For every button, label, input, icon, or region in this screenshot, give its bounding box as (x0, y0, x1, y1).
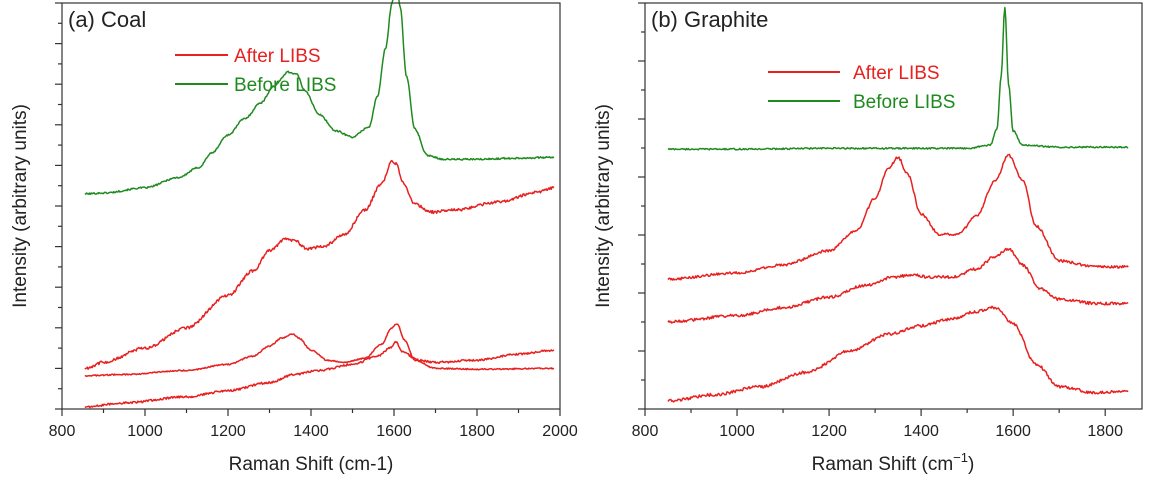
coal-x-tick-label-2000: 2000 (542, 423, 578, 440)
coal-x-tick-label-1800: 1800 (459, 423, 495, 440)
graphite-series-line-1 (667, 6, 1129, 151)
graphite-x-axis-title-suffix: ) (968, 454, 974, 475)
coal-legend-label-after: After LIBS (234, 46, 321, 67)
graphite-x-tick-label-1600: 1600 (995, 423, 1031, 440)
coal-series-layer (84, 0, 555, 409)
graphite-y-axis-title: Intensity (arbitrary units) (593, 104, 614, 308)
graphite-legend-label-before: Before LIBS (853, 92, 955, 113)
graphite-legend: After LIBS Before LIBS (768, 63, 955, 113)
graphite-x-tick-label-1000: 1000 (719, 423, 755, 440)
coal-series-line-2 (84, 159, 555, 370)
coal-y-axis-title: Intensity (arbitrary units) (10, 104, 31, 308)
coal-legend: After LIBS Before LIBS (175, 46, 336, 96)
graphite-legend-label-after: After LIBS (853, 63, 940, 84)
coal-ticks: 800 1000 1200 1400 1600 1800 2000 (49, 2, 578, 440)
coal-x-tick-label-1600: 1600 (376, 423, 412, 440)
graphite-series-layer (667, 6, 1129, 403)
coal-panel-title: (a) Coal (68, 7, 146, 32)
graphite-series-line-4 (667, 305, 1129, 403)
coal-series-line-1 (84, 0, 555, 196)
panel-graphite: 800 1000 1200 1400 1600 1800 (b) Graphite Ram… (593, 2, 1143, 475)
graphite-series-line-2 (667, 153, 1129, 281)
graphite-series-line-3 (667, 247, 1129, 324)
graphite-x-tick-label-1400: 1400 (903, 423, 939, 440)
coal-x-axis-title: Raman Shift (cm-1) (229, 454, 394, 475)
coal-x-tick-label-1400: 1400 (293, 423, 329, 440)
graphite-x-tick-label-1800: 1800 (1087, 423, 1123, 440)
coal-legend-label-before: Before LIBS (234, 75, 336, 96)
coal-x-tick-label-800: 800 (49, 423, 76, 440)
graphite-x-axis-title-main: Raman Shift (cm (812, 454, 953, 475)
coal-x-tick-label-1000: 1000 (127, 423, 163, 440)
coal-series-line-3 (84, 323, 555, 378)
coal-series-line-4 (84, 340, 555, 409)
graphite-ticks: 800 1000 1200 1400 1600 1800 (632, 2, 1123, 440)
graphite-x-tick-label-1200: 1200 (811, 423, 847, 440)
graphite-x-axis-title: Raman Shift (cm−1) (812, 450, 975, 475)
graphite-panel-title: (b) Graphite (651, 7, 768, 32)
graphite-x-axis-title-superscript: −1 (953, 450, 968, 465)
panel-coal: 800 1000 1200 1400 1600 1800 2000 (a) Coal Ram… (10, 0, 578, 475)
coal-x-tick-label-1200: 1200 (210, 423, 246, 440)
graphite-x-tick-label-800: 800 (632, 423, 659, 440)
